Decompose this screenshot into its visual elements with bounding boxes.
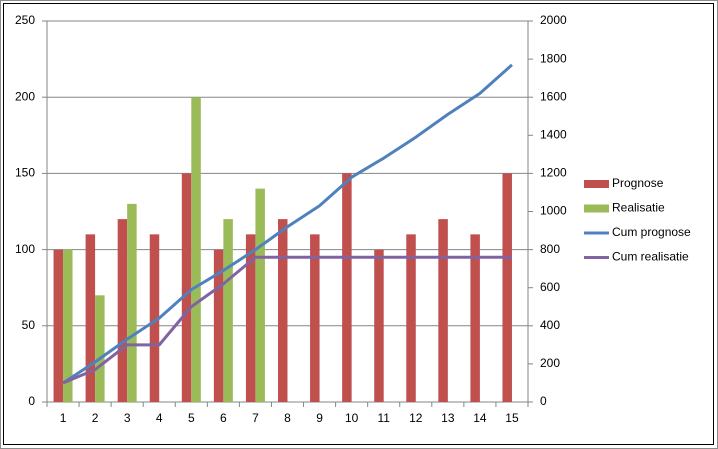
line [62, 63, 513, 385]
y-tick-label: 100 [15, 242, 35, 256]
x-tick-label: 12 [409, 411, 423, 425]
x-tick-label: 14 [473, 411, 487, 425]
legend-swatch [584, 204, 609, 213]
y2-tick-label: 0 [540, 394, 547, 408]
y2-tick-label: 600 [540, 280, 560, 294]
x-tick-label: 9 [316, 411, 323, 425]
x-tick-label: 3 [124, 411, 131, 425]
x-tick-label: 13 [441, 411, 455, 425]
bar [191, 97, 201, 402]
y2-tick-label: 1800 [540, 51, 567, 65]
y2-tick-label: 1600 [540, 89, 567, 103]
bar [95, 295, 105, 402]
bar [470, 234, 480, 402]
bar [63, 249, 73, 402]
bar [85, 234, 96, 402]
y2-tick-label: 800 [540, 242, 560, 256]
bar [181, 173, 192, 402]
bar [213, 249, 224, 402]
x-tick-label: 6 [220, 411, 227, 425]
bar [255, 188, 265, 402]
bar [502, 173, 512, 402]
bar [374, 249, 384, 402]
y2-tick-label: 1400 [540, 127, 567, 141]
y2-tick-label: 1000 [540, 204, 567, 218]
y-tick-label: 250 [15, 13, 35, 27]
y-tick-label: 200 [15, 89, 35, 103]
y2-tick-label: 400 [540, 318, 560, 332]
x-tick-label: 2 [92, 411, 99, 425]
bar [149, 234, 160, 402]
line [62, 255, 512, 385]
legend-label: Cum realisatie [612, 250, 689, 264]
x-tick-label: 11 [377, 411, 390, 425]
bar [117, 219, 128, 402]
y-tick-label: 50 [22, 318, 36, 332]
x-tick-label: 7 [252, 411, 259, 425]
chart-area [3, 3, 714, 445]
legend-label: Prognose [612, 176, 664, 190]
bar [438, 219, 448, 402]
legend-label: Cum prognose [612, 225, 691, 239]
y-tick-label: 150 [15, 166, 35, 180]
bar [223, 219, 233, 402]
bar [245, 234, 256, 402]
legend-label: Realisatie [612, 201, 665, 215]
bar [406, 234, 416, 402]
x-tick-label: 5 [188, 411, 195, 425]
bar [342, 173, 352, 402]
y2-tick-label: 2000 [540, 13, 567, 27]
x-tick-label: 8 [284, 411, 291, 425]
bar [278, 219, 288, 402]
x-tick-label: 4 [156, 411, 163, 425]
x-tick-label: 10 [345, 411, 359, 425]
bar [127, 203, 137, 402]
y2-tick-label: 1200 [540, 166, 567, 180]
bar [53, 249, 64, 402]
y-tick-label: 0 [28, 394, 35, 408]
x-tick-label: 1 [60, 411, 67, 425]
bar [310, 234, 320, 402]
y2-tick-label: 200 [540, 356, 560, 370]
legend-swatch [584, 180, 609, 188]
x-tick-label: 15 [505, 411, 519, 425]
